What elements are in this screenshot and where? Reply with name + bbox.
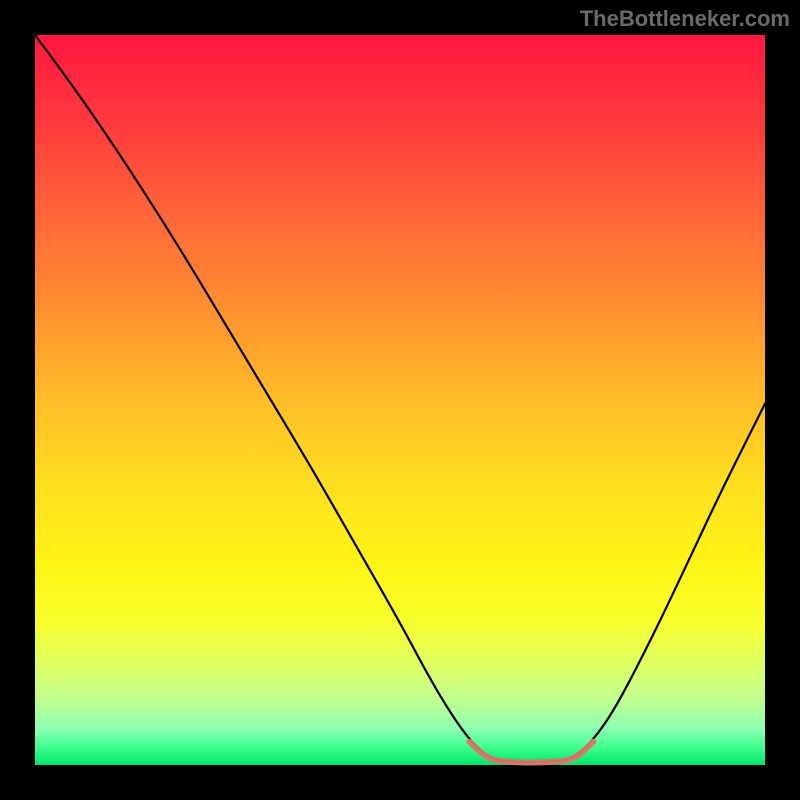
watermark-text: TheBottleneker.com	[580, 6, 790, 32]
chart-svg	[0, 0, 800, 800]
bottleneck-chart: TheBottleneker.com	[0, 0, 800, 800]
chart-background	[35, 35, 765, 765]
